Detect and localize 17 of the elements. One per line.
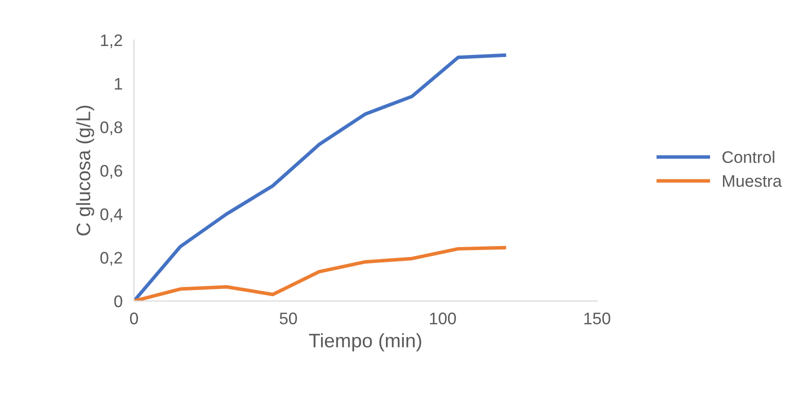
- line-series: [134, 53, 506, 301]
- y-tick-label: 0,2: [100, 252, 122, 266]
- x-tick-label: 100: [430, 312, 456, 324]
- x-tick-label: 50: [280, 312, 297, 324]
- y-tick-label: 0,8: [100, 121, 122, 136]
- legend-label: Muestra: [723, 175, 782, 187]
- line-series: [134, 246, 506, 301]
- x-tick-label: 0: [130, 312, 138, 324]
- y-tick-label: 1: [114, 78, 122, 90]
- y-tick-label: 0,6: [100, 164, 122, 179]
- legend-label: Control: [722, 150, 774, 164]
- y-axis-title: C glucosa (g/L): [76, 106, 94, 236]
- y-tick-label: 0,4: [100, 208, 122, 222]
- y-tick-label: 0: [114, 295, 122, 308]
- x-tick-label: 150: [584, 312, 610, 324]
- x-axis-title: Tiempo (min): [309, 333, 422, 352]
- y-tick-label: 1,2: [100, 34, 122, 48]
